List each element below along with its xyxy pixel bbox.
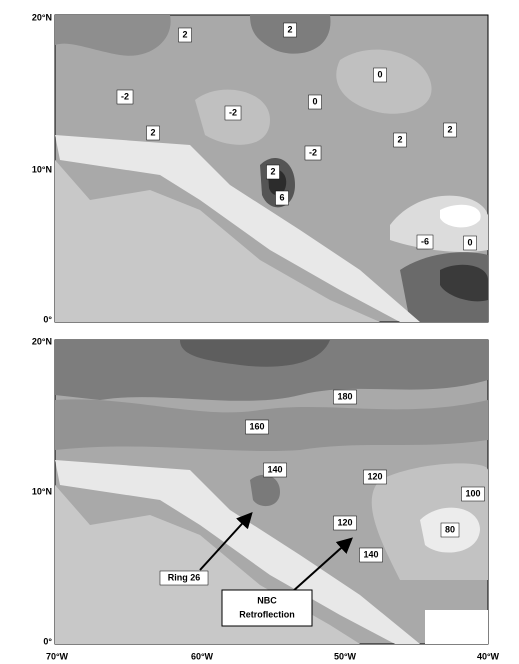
contour-label: 0 (377, 69, 382, 79)
lon-label: 50°W (334, 651, 357, 661)
contour-label-box (440, 522, 460, 538)
contour-label-box (463, 235, 477, 251)
contour-label: 2 (150, 127, 155, 137)
contour-label: 160 (249, 421, 264, 431)
contour-label-box (363, 469, 387, 485)
lon-label: 60°W (191, 651, 214, 661)
contour-label: 140 (363, 549, 378, 559)
contour-label-box (266, 164, 280, 180)
contour-label-box (373, 67, 387, 83)
contour-label: -6 (421, 236, 429, 246)
contour-label-box (275, 190, 289, 206)
contour-label-box (393, 132, 407, 148)
contour-label: 0 (467, 237, 472, 247)
annotation: NBC (257, 595, 277, 605)
contour-label-box (178, 27, 192, 43)
contour-label-box (263, 462, 287, 478)
contour-label: 0 (312, 96, 317, 106)
lat-label: 20°N (32, 336, 52, 346)
contour-label: -2 (121, 91, 129, 101)
lat-label: 0° (43, 636, 52, 646)
contour-label: 2 (287, 24, 292, 34)
contour-label: 180 (337, 391, 352, 401)
contour-label: -2 (229, 107, 237, 117)
contour-label-box (146, 125, 160, 141)
annotation: Retroflection (239, 609, 295, 619)
contour-label: -2 (309, 147, 317, 157)
lat-label: 20°N (32, 12, 52, 22)
lat-label: 0° (43, 314, 52, 324)
contour-label: 120 (367, 471, 382, 481)
contour-label: 100 (465, 488, 480, 498)
contour-label-box (333, 515, 357, 531)
contour-label: 120 (337, 517, 352, 527)
labels: 2 2 -2 -2 0 0 2 -2 2 2 2 6 -6 0 180 160 140 120 100 120 80 14… (32, 12, 500, 661)
contour-label: 140 (267, 464, 282, 474)
lat-label: 10°N (32, 164, 52, 174)
contour-label-box (443, 122, 457, 138)
panel-bottom: Ring 26 NBC Retroflection (54, 339, 489, 645)
contour-label-box (245, 419, 269, 435)
contour-label: 2 (182, 29, 187, 39)
contour-label: 2 (447, 124, 452, 134)
lon-label: 40°W (477, 651, 500, 661)
contour-label: 80 (445, 524, 455, 534)
annotation: Ring 26 (168, 572, 201, 582)
contour-label: 2 (397, 134, 402, 144)
lat-label: 10°N (32, 486, 52, 496)
lon-label: 70°W (46, 651, 69, 661)
contour-label: 6 (279, 192, 284, 202)
contour-label-box (304, 145, 322, 161)
contour-label-box (116, 89, 134, 105)
contour-label-box (359, 547, 383, 563)
contour-label: 2 (270, 166, 275, 176)
contour-label-box (416, 234, 434, 250)
contour-label-box (333, 389, 357, 405)
contour-label-box (461, 486, 485, 502)
contour-label-box (283, 22, 297, 38)
contour-label-box (308, 94, 322, 110)
contour-label-box (224, 105, 242, 121)
